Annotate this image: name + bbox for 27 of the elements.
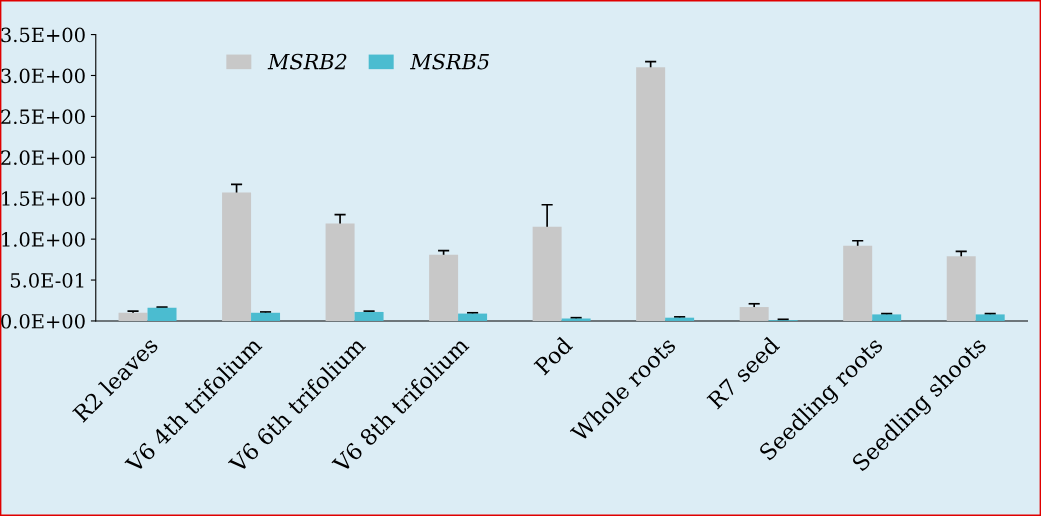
bar bbox=[975, 314, 1005, 321]
y-tick-label: 0.0E+00 bbox=[1, 313, 85, 329]
legend-label: MSRB2 bbox=[267, 53, 347, 70]
y-tick-label: 2.5E+00 bbox=[1, 109, 85, 125]
bar bbox=[458, 313, 488, 321]
bar bbox=[118, 312, 148, 321]
bar bbox=[354, 311, 384, 321]
y-tick-label: 3.0E+00 bbox=[1, 68, 85, 84]
legend-label: MSRB5 bbox=[410, 53, 489, 70]
bar bbox=[843, 245, 873, 321]
y-tick-label: 2.0E+00 bbox=[1, 150, 85, 165]
bar bbox=[532, 226, 562, 321]
bar bbox=[147, 307, 177, 321]
bar bbox=[429, 254, 459, 321]
bar bbox=[636, 67, 666, 321]
bar bbox=[251, 312, 281, 321]
y-tick-label: 1.0E+00 bbox=[2, 232, 85, 247]
bar bbox=[946, 256, 976, 321]
bar bbox=[325, 223, 355, 321]
bar bbox=[665, 317, 695, 321]
y-tick-label: 1.5E+00 bbox=[2, 191, 85, 206]
y-tick-label: 5.0E-01 bbox=[10, 273, 84, 288]
bar bbox=[872, 314, 902, 321]
y-tick-label: 3.5E+00 bbox=[1, 27, 85, 43]
bar bbox=[739, 307, 769, 321]
bar bbox=[222, 192, 252, 321]
bar bbox=[561, 318, 591, 321]
